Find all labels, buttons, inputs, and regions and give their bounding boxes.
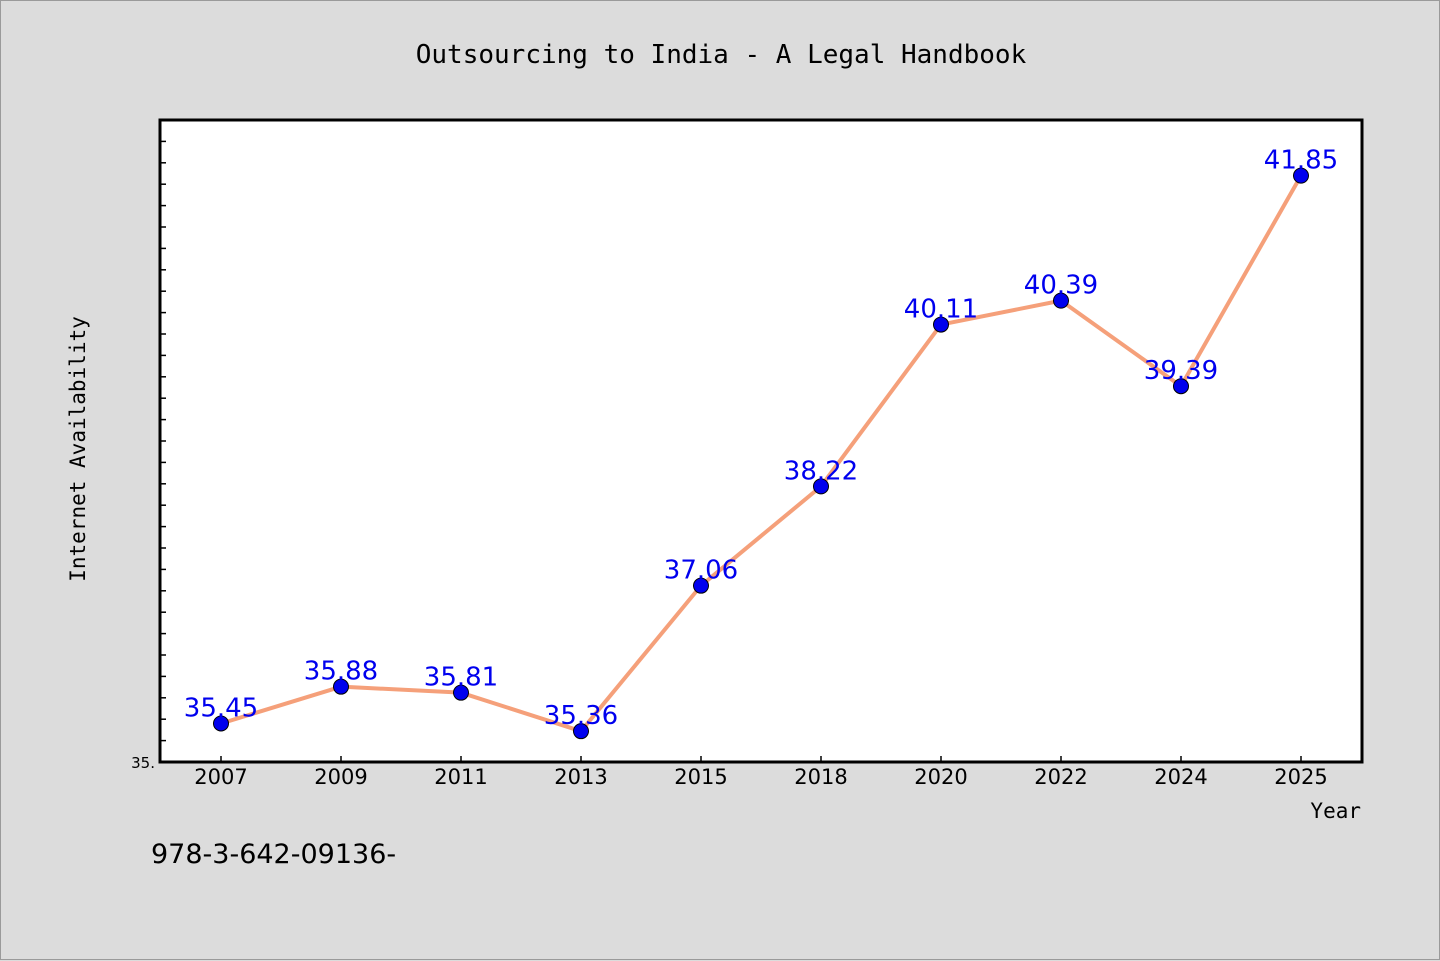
data-point	[333, 678, 349, 695]
data-point	[1173, 378, 1189, 395]
data-label: 41.85	[1264, 146, 1338, 176]
data-point	[573, 723, 589, 740]
data-label: 40.39	[1024, 271, 1098, 301]
data-label: 38.22	[784, 456, 858, 486]
data-labels: 35.45 35.88 35.81 35.36 37.06 38.22 40.11 40.39…	[184, 146, 1338, 732]
data-point	[453, 684, 469, 701]
x-tick-label: 2011	[434, 765, 487, 789]
data-label: 35.36	[544, 701, 618, 731]
data-point	[813, 478, 829, 495]
data-label: 35.45	[184, 693, 258, 723]
x-tick-label: 2018	[794, 765, 847, 789]
x-tick-label: 2024	[1154, 765, 1207, 789]
plot-area	[158, 118, 1364, 764]
x-tick-label: 2015	[674, 765, 727, 789]
data-label: 40.11	[904, 295, 978, 325]
y-axis-ticks	[160, 140, 166, 742]
chart-title: Outsourcing to India - A Legal Handbook	[416, 40, 1027, 70]
x-axis-label: Year	[1310, 799, 1361, 823]
data-label: 37.06	[664, 556, 738, 586]
data-label: 35.88	[304, 657, 378, 687]
y-tick-label: 35.	[131, 754, 155, 772]
data-point	[1053, 292, 1069, 309]
series-line	[220, 174, 1303, 734]
data-markers	[213, 167, 1309, 740]
footer-text: 978-3-642-09136-	[151, 839, 396, 870]
x-tick-label: 2020	[914, 765, 967, 789]
x-tick-label: 2007	[194, 765, 247, 789]
x-tick-label: 2009	[314, 765, 367, 789]
data-point	[693, 577, 709, 594]
x-axis-ticks	[220, 756, 1302, 762]
data-point	[1293, 167, 1309, 184]
x-tick-labels: 2007 2009 2011 2013 2015 2018 2020 2022 2024 2025	[194, 765, 1327, 789]
data-point	[213, 715, 229, 732]
x-tick-label: 2022	[1034, 765, 1087, 789]
data-label: 39.39	[1144, 356, 1218, 386]
x-tick-label: 2025	[1274, 765, 1327, 789]
data-label: 35.81	[424, 663, 498, 693]
data-point	[933, 316, 949, 333]
y-axis-label: Internet Availability	[66, 316, 90, 582]
x-tick-label: 2013	[554, 765, 607, 789]
